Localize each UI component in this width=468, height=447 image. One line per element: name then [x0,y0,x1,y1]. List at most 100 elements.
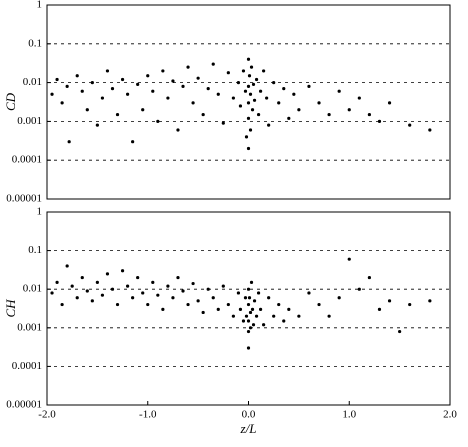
point [357,287,361,291]
point [100,293,105,297]
point [151,280,155,285]
point [156,293,160,297]
point [120,269,125,273]
point [248,326,253,330]
y-tick-label: 0.00001 [6,399,42,411]
point [50,291,54,295]
point [307,84,311,88]
point [307,291,311,295]
point [272,81,276,85]
point [408,302,412,307]
point [221,284,225,288]
point [141,108,145,112]
point [146,302,150,307]
point [297,314,301,318]
point [238,104,243,108]
point [67,140,71,144]
x-tick-label: -2.0 [38,409,56,421]
point [236,81,241,85]
plot-frame [46,211,451,406]
point [267,123,271,127]
point [246,116,251,120]
point [85,289,89,293]
y-tick-label: 0.001 [17,321,42,333]
point [246,57,251,61]
point [337,89,341,93]
point [238,307,243,311]
point [262,323,266,327]
point [105,272,110,276]
point [367,112,371,117]
point [258,307,263,311]
y-tick-label: 0.01 [23,283,42,295]
point [250,307,255,311]
point [282,319,286,323]
point [231,314,235,318]
point [171,296,175,300]
point [243,89,248,93]
point [211,62,215,66]
point [126,284,130,288]
point [131,296,135,300]
point [337,296,341,300]
point [186,302,190,307]
y-tick-label: 0.001 [17,115,42,127]
point [287,116,291,120]
point [60,302,64,307]
y-axis-label: CH [3,299,18,318]
point [252,98,257,102]
point [226,71,230,75]
point [277,101,281,105]
point [249,65,254,69]
point [241,319,246,323]
point [347,257,351,261]
point [55,280,59,285]
point [357,96,361,100]
point [115,112,120,117]
point [282,87,286,91]
point [246,101,251,105]
point [161,307,165,311]
point [141,291,145,295]
point [258,89,263,93]
point [100,96,105,100]
point [244,135,249,139]
point [221,121,225,125]
point [243,296,248,300]
y-tick-label: 0.1 [28,37,42,49]
y-tick-label: 0.1 [28,244,42,256]
point [287,307,291,311]
point [206,87,210,91]
point [90,81,94,85]
y-tick-label: 0.0001 [12,360,42,372]
point [166,96,170,100]
point [246,287,251,291]
y-tick-label: 0.01 [23,76,42,88]
point [247,296,252,300]
point [131,140,135,144]
point [115,302,120,307]
point [55,77,59,82]
point [254,314,259,318]
point [367,275,371,280]
y-tick-label: 0.00001 [6,193,42,205]
point [377,119,382,123]
point [136,275,140,280]
point [196,76,200,80]
point [246,346,251,350]
point [70,284,74,288]
point [277,302,281,307]
point [85,108,89,112]
point [90,299,94,303]
point [95,280,99,285]
point [387,101,392,105]
point [201,112,205,117]
point [262,69,266,73]
point [171,79,175,83]
point [181,289,185,293]
point [216,307,220,311]
point [428,128,432,132]
point [247,74,252,78]
point [254,77,259,82]
point [236,291,241,295]
